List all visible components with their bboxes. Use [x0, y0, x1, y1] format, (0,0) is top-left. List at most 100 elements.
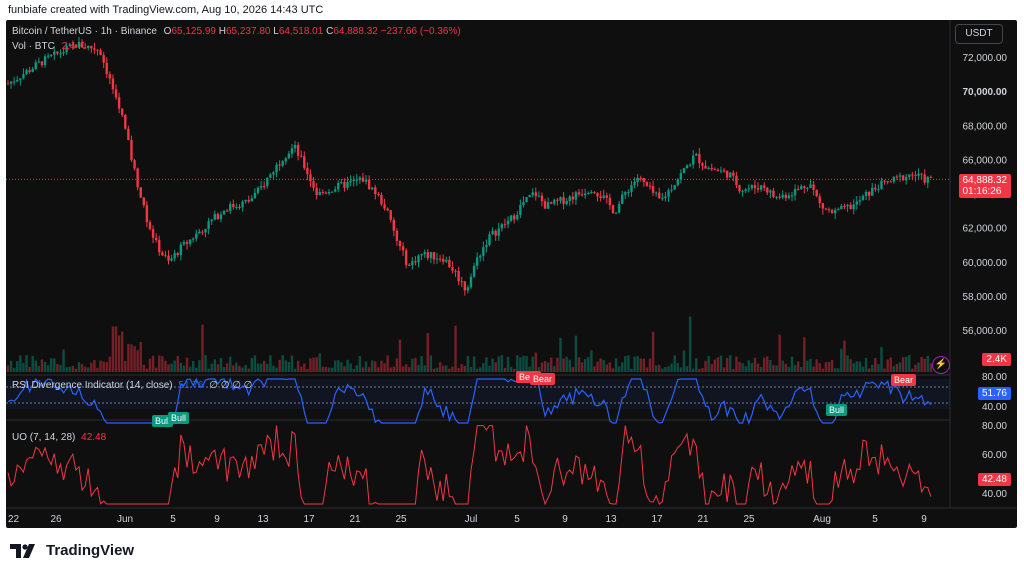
candle-body	[503, 224, 507, 226]
volume-bar	[617, 366, 621, 372]
candle-body	[889, 181, 892, 183]
candle-body	[778, 196, 781, 198]
candle-body	[747, 188, 750, 190]
chart-canvas[interactable]: 56,000.0058,000.0060,000.0062,000.0064,0…	[6, 20, 1017, 528]
volume-bar	[145, 368, 149, 372]
candle-body	[639, 177, 642, 179]
chart-frame[interactable]: 56,000.0058,000.0060,000.0062,000.0064,0…	[6, 20, 1017, 528]
volume-bar	[565, 356, 568, 372]
rsi-tick-label: 80.00	[982, 372, 1007, 383]
candle-body	[222, 210, 226, 215]
candle-body	[22, 74, 25, 79]
candle-body	[139, 187, 142, 198]
currency-button[interactable]: USDT	[955, 24, 1003, 44]
candle-body	[904, 177, 908, 181]
candle-body	[262, 186, 266, 188]
candle-body	[796, 189, 800, 191]
volume-bar	[148, 358, 152, 372]
candle-body	[827, 209, 831, 211]
uo-label[interactable]: UO (7, 14, 28)	[12, 432, 76, 443]
candle-body	[151, 229, 155, 238]
candle-body	[432, 252, 436, 260]
time-tick-label: 13	[605, 514, 617, 525]
volume-bar	[923, 358, 926, 372]
price-tick-label: 60,000.00	[963, 258, 1008, 269]
candle-body	[793, 189, 797, 196]
volume-bar	[621, 362, 624, 372]
candle-body	[824, 208, 828, 210]
symbol-name[interactable]: Bitcoin / TetherUS · 1h · Binance	[12, 26, 157, 37]
volume-bar	[420, 356, 423, 372]
candle-body	[744, 189, 747, 192]
volume-bar	[401, 366, 405, 372]
candle-body	[238, 207, 241, 209]
volume-bar	[333, 360, 337, 372]
candle-body	[83, 47, 87, 49]
candle-body	[815, 189, 818, 197]
volume-bar	[818, 363, 821, 372]
high-label: H	[218, 26, 226, 37]
candle-body	[337, 182, 340, 190]
volume-bar	[732, 368, 735, 372]
volume-bar	[883, 368, 886, 372]
candle-body	[309, 174, 312, 182]
candle-body	[658, 192, 661, 199]
candle-body	[56, 51, 59, 54]
candle-body	[250, 198, 254, 202]
volume-bar	[121, 331, 124, 372]
candle-body	[93, 48, 96, 50]
candle-body	[34, 62, 37, 69]
candle-body	[593, 192, 596, 194]
volume-bar	[56, 363, 59, 372]
symbol-legend: Bitcoin / TetherUS · 1h · Binance O65,12…	[12, 26, 461, 37]
volume-bar	[340, 362, 343, 372]
candle-body	[333, 189, 337, 192]
volume-bar	[633, 356, 636, 372]
tradingview-logo[interactable]: TradingView	[10, 542, 134, 559]
candle-body	[114, 89, 118, 98]
time-tick-label: 21	[697, 514, 709, 525]
candle-body	[867, 191, 871, 196]
volume-bar	[46, 365, 50, 372]
candle-body	[395, 230, 399, 242]
candle-body	[809, 184, 812, 188]
volume-bar	[546, 362, 550, 372]
volume-bar	[195, 367, 198, 372]
candle-body	[293, 145, 297, 149]
candle-body	[494, 230, 497, 236]
volume-bar	[250, 357, 254, 372]
candle-body	[281, 161, 284, 166]
low-value: 64,518.01	[278, 26, 324, 37]
volume-bar	[244, 365, 247, 372]
candle-body	[516, 214, 519, 220]
candle-body	[161, 252, 164, 256]
candle-body	[621, 194, 624, 204]
candle-body	[883, 180, 886, 182]
volume-bar	[108, 356, 112, 372]
candle-body	[596, 193, 599, 197]
candle-body	[460, 281, 463, 283]
candle-body	[775, 196, 778, 198]
candle-body	[6, 83, 10, 85]
volume-bar	[408, 367, 411, 372]
rsi-label[interactable]: RSI Divergence Indicator (14, close)	[12, 380, 173, 391]
volume-bar	[914, 364, 917, 372]
bull-signal: Bull	[168, 412, 190, 424]
close-value: 64,888.32	[333, 26, 378, 37]
rsi-tick-label: 40.00	[982, 402, 1007, 413]
volume-bar	[96, 367, 99, 372]
candle-body	[105, 62, 108, 75]
volume-bar	[426, 333, 429, 372]
volume-bar	[253, 355, 257, 372]
volume-bar	[911, 368, 914, 372]
volume-bar	[540, 362, 544, 372]
volume-bar	[466, 356, 470, 372]
uo-tick-label: 80.00	[982, 421, 1007, 432]
volume-bar	[352, 368, 355, 372]
volume-bar	[692, 368, 695, 372]
lightning-icon[interactable]: ⚡	[932, 356, 950, 374]
candle-body	[580, 194, 584, 196]
volume-bar	[642, 358, 646, 372]
candle-body	[355, 179, 358, 181]
candle-body	[367, 179, 371, 190]
